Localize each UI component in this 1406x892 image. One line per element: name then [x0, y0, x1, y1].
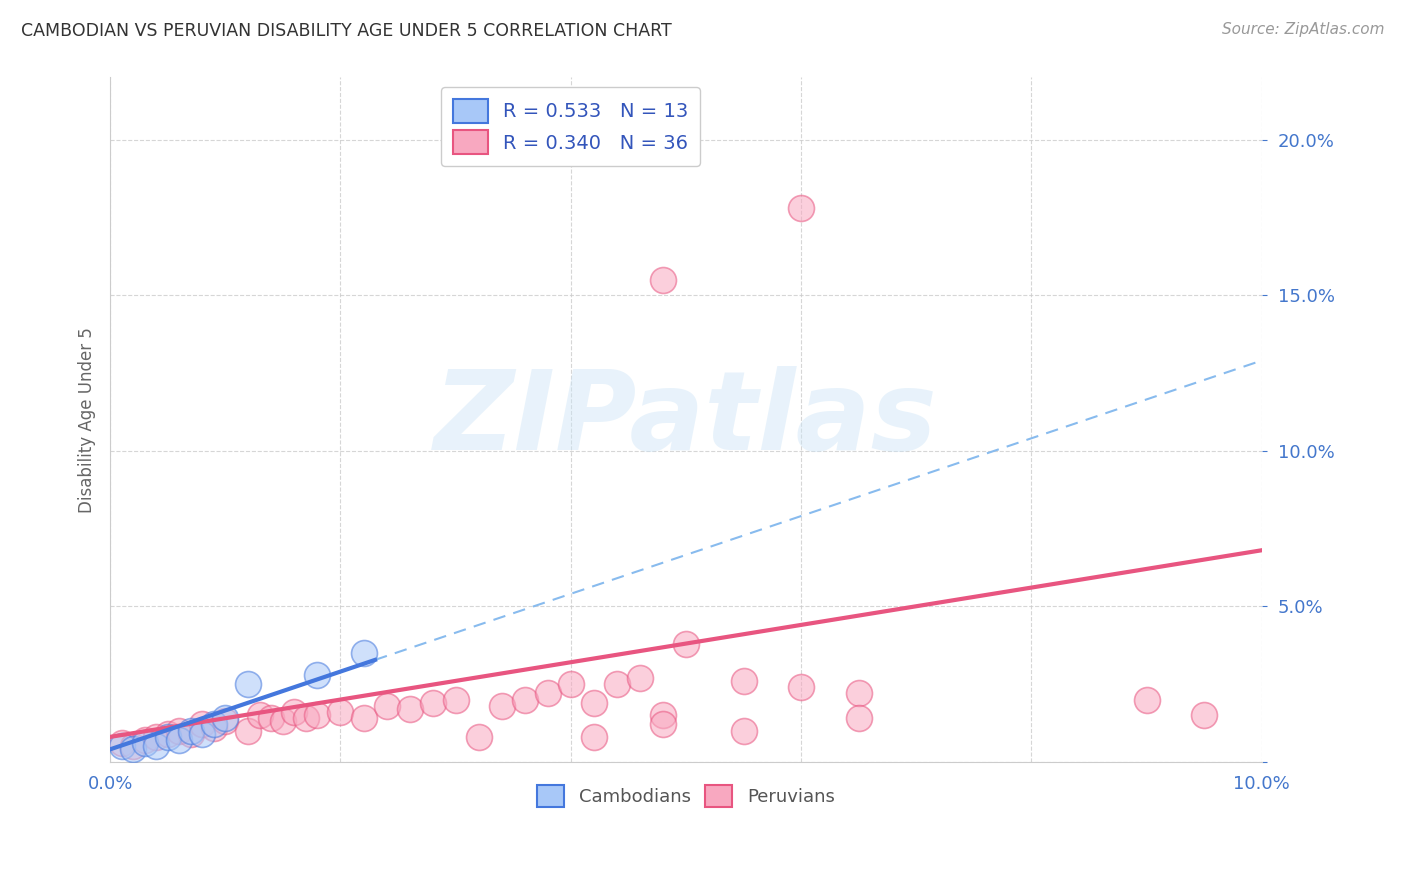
Point	[271, 714, 294, 729]
Text: CAMBODIAN VS PERUVIAN DISABILITY AGE UNDER 5 CORRELATION CHART: CAMBODIAN VS PERUVIAN DISABILITY AGE UND…	[21, 22, 672, 40]
Point	[180, 727, 202, 741]
Y-axis label: Disability Age Under 5: Disability Age Under 5	[79, 326, 96, 513]
Point	[353, 646, 375, 660]
Point	[134, 733, 156, 747]
Point	[606, 677, 628, 691]
Point	[848, 686, 870, 700]
Point	[675, 636, 697, 650]
Point	[1192, 708, 1215, 723]
Point	[329, 705, 352, 719]
Point	[111, 739, 134, 754]
Point	[145, 730, 167, 744]
Point	[467, 730, 489, 744]
Point	[249, 708, 271, 723]
Point	[582, 730, 605, 744]
Point	[628, 671, 651, 685]
Point	[202, 721, 225, 735]
Point	[202, 717, 225, 731]
Point	[191, 727, 214, 741]
Point	[111, 736, 134, 750]
Point	[167, 723, 190, 738]
Point	[122, 742, 145, 756]
Point	[582, 696, 605, 710]
Point	[180, 723, 202, 738]
Legend: Cambodians, Peruvians: Cambodians, Peruvians	[530, 778, 842, 814]
Point	[422, 696, 444, 710]
Text: ZIPatlas: ZIPatlas	[434, 366, 938, 473]
Point	[214, 711, 236, 725]
Point	[652, 717, 675, 731]
Point	[733, 723, 755, 738]
Point	[848, 711, 870, 725]
Point	[214, 714, 236, 729]
Point	[353, 711, 375, 725]
Point	[260, 711, 283, 725]
Point	[513, 692, 536, 706]
Point	[145, 739, 167, 754]
Point	[122, 739, 145, 754]
Point	[167, 733, 190, 747]
Point	[444, 692, 467, 706]
Point	[156, 727, 179, 741]
Point	[156, 730, 179, 744]
Point	[790, 201, 813, 215]
Point	[652, 272, 675, 286]
Point	[307, 708, 329, 723]
Point	[191, 717, 214, 731]
Point	[398, 702, 420, 716]
Point	[652, 708, 675, 723]
Point	[238, 723, 260, 738]
Point	[295, 711, 318, 725]
Point	[537, 686, 560, 700]
Point	[733, 673, 755, 688]
Point	[283, 705, 305, 719]
Point	[491, 698, 513, 713]
Point	[560, 677, 582, 691]
Point	[790, 680, 813, 694]
Point	[1136, 692, 1159, 706]
Point	[134, 736, 156, 750]
Point	[375, 698, 398, 713]
Text: Source: ZipAtlas.com: Source: ZipAtlas.com	[1222, 22, 1385, 37]
Point	[307, 667, 329, 681]
Point	[238, 677, 260, 691]
